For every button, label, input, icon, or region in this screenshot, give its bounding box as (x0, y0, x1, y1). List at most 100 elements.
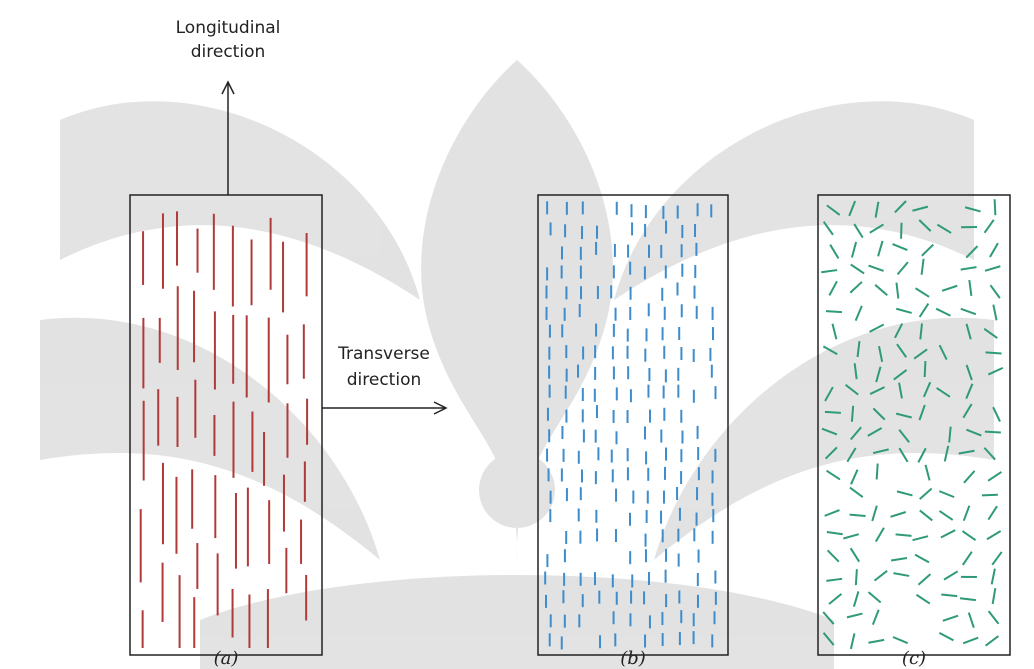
fiber (920, 304, 929, 317)
fiber (936, 309, 950, 316)
fiber (939, 511, 952, 520)
fiber (851, 470, 857, 485)
fiber (992, 552, 1001, 565)
fiber (827, 532, 843, 534)
transverse-label: Transverse (337, 344, 430, 364)
fiber (993, 588, 996, 604)
fiber (854, 591, 859, 606)
fiber (984, 220, 993, 233)
fiber (852, 242, 856, 257)
fiber (987, 531, 1001, 539)
fiber (851, 265, 864, 274)
fiber (942, 286, 957, 291)
fiber (825, 510, 840, 516)
fiber (851, 548, 860, 562)
panel-caption: (c) (902, 648, 926, 669)
watermark (40, 60, 994, 669)
fiber (847, 614, 863, 618)
fiber (985, 432, 1001, 433)
fiber (821, 270, 837, 272)
fiber (901, 223, 902, 239)
fiber (960, 598, 976, 600)
fiber (896, 309, 911, 313)
fiber (943, 616, 958, 621)
fiber (962, 531, 975, 540)
fiber (875, 285, 887, 295)
fiber (988, 472, 1001, 481)
fiber (944, 571, 958, 579)
longitudinal-label: Longitudinal (176, 18, 281, 38)
fiber (827, 471, 840, 480)
fiber (986, 352, 1002, 353)
fiber (920, 510, 932, 520)
page: Longitudinal direction Transverse direct… (0, 0, 1034, 669)
panel-caption: (b) (620, 648, 646, 669)
fiber (877, 464, 878, 480)
fiber (891, 512, 906, 517)
fiber (993, 407, 1000, 421)
diagram: Longitudinal direction Transverse direct… (0, 0, 1034, 669)
fiber (850, 282, 862, 293)
fiber (920, 489, 932, 500)
transverse-label: direction (347, 370, 422, 390)
fiber (896, 534, 912, 535)
fiber (896, 283, 898, 299)
fiber (961, 267, 977, 270)
fiber (926, 465, 930, 480)
fiber (852, 406, 853, 422)
fiber (876, 528, 884, 542)
fiber (964, 471, 975, 483)
fiber (878, 241, 882, 256)
fiber (898, 262, 908, 274)
fiber (941, 595, 957, 597)
fiber (869, 266, 884, 271)
fiber (829, 594, 841, 604)
fiber (891, 558, 907, 561)
fiber (985, 266, 1000, 271)
fiber (825, 412, 841, 413)
fiber (856, 569, 857, 585)
fiber (986, 636, 999, 646)
fiber (963, 552, 972, 565)
fiber (850, 515, 866, 516)
fiber (989, 611, 999, 624)
fiber (990, 243, 998, 257)
fiber (961, 309, 976, 314)
fiber (830, 245, 838, 259)
fiber (913, 536, 928, 540)
fiber (916, 595, 929, 604)
fiber (872, 506, 877, 521)
fiber (875, 571, 888, 581)
fiber (826, 311, 842, 312)
longitudinal-label: direction (191, 42, 266, 62)
fiber (995, 199, 996, 215)
fiber (982, 495, 998, 496)
fiber (851, 633, 855, 649)
fiber (893, 637, 908, 643)
fiber (939, 491, 954, 497)
fiber (969, 613, 974, 628)
fiber (868, 640, 884, 643)
fiber (925, 361, 926, 377)
fiber (826, 579, 842, 581)
fiber (915, 555, 929, 563)
fiber (993, 305, 996, 321)
fiber (922, 259, 924, 275)
fiber (963, 638, 978, 644)
fiber (916, 288, 930, 297)
fiber (856, 306, 862, 321)
fiber (893, 244, 908, 250)
fiber (828, 550, 839, 561)
fiber (964, 506, 970, 521)
fiber (850, 488, 863, 498)
fiber (897, 491, 912, 495)
fiber (922, 245, 933, 256)
fiber (829, 281, 837, 295)
fiber (988, 506, 997, 519)
fiber (873, 610, 879, 625)
fiber (939, 633, 953, 641)
panel-caption: (a) (214, 648, 239, 669)
fiber (868, 592, 880, 602)
fiber (990, 285, 999, 298)
fiber (918, 574, 930, 585)
